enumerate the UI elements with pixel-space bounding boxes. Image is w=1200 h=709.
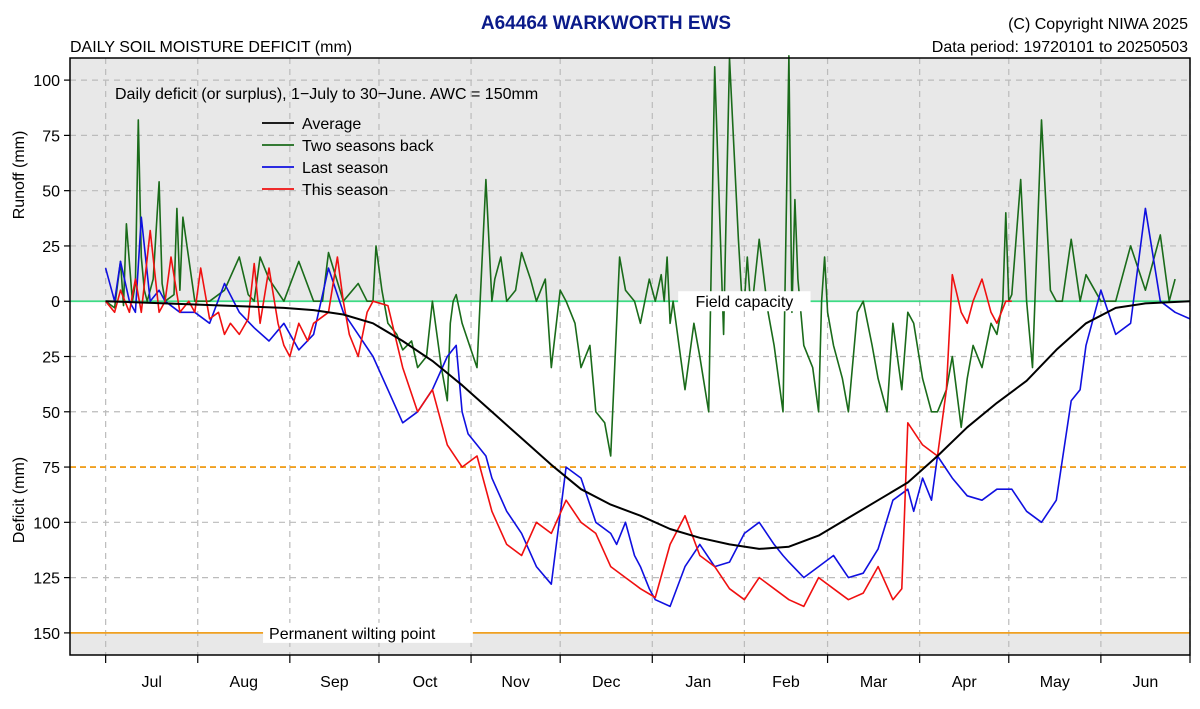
y-tick-label: 25 (42, 239, 60, 256)
legend-label: This season (302, 182, 388, 199)
reference-label: Field capacity (695, 294, 793, 311)
y-tick-label: 125 (33, 571, 60, 588)
y-tick-label: 50 (42, 184, 60, 201)
series-line-this-season (104, 229, 1012, 608)
reference-label: Permanent wilting point (269, 626, 436, 643)
x-tick-label: Sep (320, 674, 349, 691)
x-tick-label: Aug (230, 674, 258, 691)
chart-title: A64464 WARKWORTH EWS (481, 13, 731, 34)
x-axis-ticks: Jul Aug Sep Oct Nov Dec Jan Feb Mar Apr May Jun (105, 655, 1191, 691)
x-tick-label: Jul (141, 674, 161, 691)
surplus-band (70, 58, 1190, 302)
y-tick-label: 150 (33, 626, 60, 643)
chart-subtitle: DAILY SOIL MOISTURE DEFICIT (mm) (70, 39, 352, 56)
y-axis-label-deficit: Deficit (mm) (11, 457, 28, 543)
x-tick-label: Nov (501, 674, 529, 691)
y-tick-label: 100 (33, 515, 60, 532)
x-tick-label: Apr (952, 674, 978, 691)
legend-label: Two seasons back (302, 138, 435, 155)
series-line-two-seasons-back (105, 54, 1176, 457)
legend: Average Two seasons back Last season This s… (262, 116, 435, 199)
x-tick-label: Jun (1133, 674, 1159, 691)
x-tick-label: Dec (592, 674, 620, 691)
series-line-last-season (104, 207, 1191, 608)
y-tick-label: 0 (51, 294, 60, 311)
chart-annotation: Daily deficit (or surplus), 1−July to 30… (115, 86, 538, 103)
y-tick-label: 25 (42, 350, 60, 367)
y-tick-label: 100 (33, 73, 60, 90)
legend-label: Last season (302, 160, 388, 177)
x-tick-label: Jan (685, 674, 711, 691)
y-axis-ticks: 100 75 50 25 0 25 50 75 100 125 150 (33, 73, 70, 643)
x-tick-label: Mar (860, 674, 888, 691)
reference-line-labels: Field capacity Permanent wilting point (263, 291, 811, 643)
below-wilting-band (70, 632, 1190, 655)
y-tick-label: 75 (42, 128, 60, 145)
data-period-text: Data period: 19720101 to 20250503 (932, 39, 1188, 56)
data-series (104, 54, 1191, 608)
reference-label-bg (678, 291, 811, 312)
x-tick-label: May (1040, 674, 1070, 691)
y-tick-label: 75 (42, 460, 60, 477)
reference-label-bg (263, 622, 473, 643)
legend-label: Average (302, 116, 361, 133)
series-line-average (105, 300, 1191, 550)
x-tick-label: Oct (413, 674, 438, 691)
copyright-text: (C) Copyright NIWA 2025 (1008, 16, 1188, 33)
y-axis-label-runoff: Runoff (mm) (11, 131, 28, 220)
x-tick-label: Feb (772, 674, 800, 691)
y-tick-label: 50 (42, 405, 60, 422)
